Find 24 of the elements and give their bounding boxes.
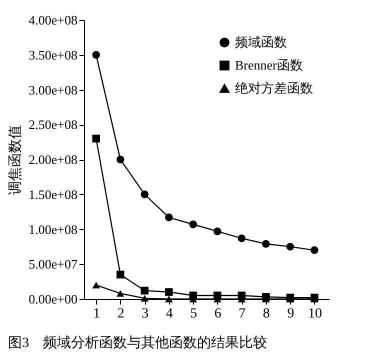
x-tick-label: 9 bbox=[287, 306, 294, 322]
x-tick-label: 2 bbox=[117, 306, 124, 322]
caption: 图3 频域分析函数与其他函数的结果比较 bbox=[8, 335, 268, 351]
x-tick-label: 3 bbox=[142, 306, 149, 322]
x-tick-label: 6 bbox=[214, 306, 222, 322]
y-tick-label: 0.00e+00 bbox=[28, 292, 78, 306]
x-tick-label: 5 bbox=[190, 306, 198, 322]
y-tick-label: 2.50e+08 bbox=[28, 117, 78, 132]
y-tick-label: 5.00e+07 bbox=[28, 256, 78, 272]
x-tick-label: 1 bbox=[93, 306, 100, 322]
x-tick-label: 10 bbox=[308, 306, 322, 322]
y-axis-title: 调焦函数值 bbox=[8, 125, 24, 195]
y-tick-label: 3.50e+08 bbox=[28, 47, 78, 62]
x-tick-label: 8 bbox=[262, 306, 270, 322]
x-tick-label: 7 bbox=[238, 306, 246, 322]
legend-label: Brenner函数 bbox=[235, 58, 303, 72]
y-tick-label: 3.00e+08 bbox=[28, 82, 78, 98]
legend-label: 绝对方差函数 bbox=[235, 80, 313, 96]
y-tick-label: 2.00e+08 bbox=[28, 152, 78, 167]
y-tick-label: 1.00e+08 bbox=[28, 222, 78, 237]
legend-label: 频域函数 bbox=[235, 34, 287, 50]
x-tick-label: 4 bbox=[166, 306, 173, 322]
y-tick-label: 1.50e+08 bbox=[28, 186, 78, 202]
y-tick-label: 4.00e+08 bbox=[28, 12, 78, 28]
